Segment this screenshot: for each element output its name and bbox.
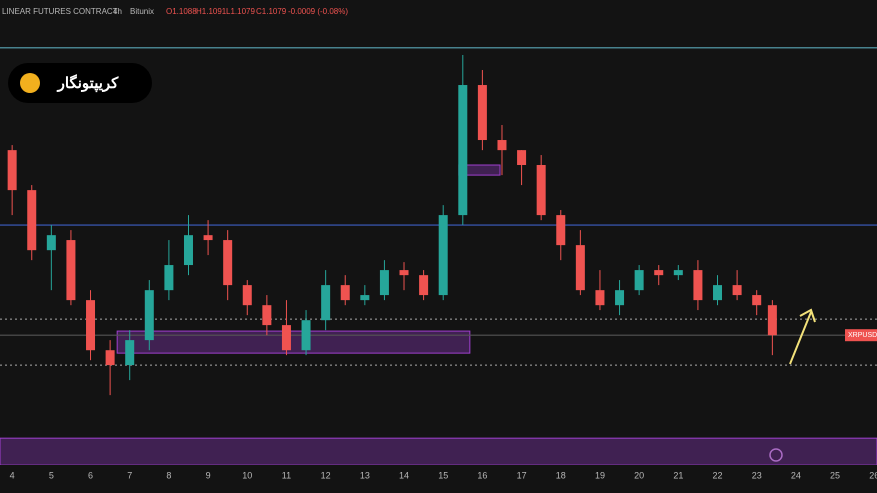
candle-body [399,270,409,276]
candle-body [752,295,762,306]
candle-body [27,190,37,251]
x-tick-label: 12 [321,470,331,480]
contract: LINEAR FUTURES CONTRACT [2,7,118,16]
candle-body [281,325,291,351]
candle-body [536,165,546,216]
candle-body [379,270,389,296]
candle-body [767,305,777,336]
change: -0.0009 (-0.08%) [288,7,348,16]
interval: 4h [113,7,122,16]
x-tick-label: 23 [752,470,762,480]
plot: XRPUSD [0,47,877,466]
candle-body [125,340,135,366]
candle-body [7,150,17,191]
logo: کریپتونگار [8,63,152,103]
candle-body [164,265,174,291]
close: C1.1079 [256,7,287,16]
price-tag [845,329,877,342]
x-tick-label: 11 [282,470,291,480]
zone [0,437,877,466]
x-tick-label: 15 [438,470,448,480]
candle-body [203,235,213,241]
header: LINEAR FUTURES CONTRACT 4h Bitunix O1.10… [2,7,348,16]
candle-body [673,270,683,276]
exchange: Bitunix [130,7,154,16]
logo-icon [20,73,40,93]
candle-body [66,240,76,301]
candle-body [223,240,233,286]
x-tick-label: 22 [713,470,723,480]
candle-body [419,275,429,296]
candle-body [262,305,272,326]
arrow-annotation [789,308,816,365]
x-tick-label: 18 [556,470,566,480]
x-tick-label: 9 [206,470,211,480]
candle-body [340,285,350,301]
candle-body [517,150,527,166]
x-tick-label: 19 [595,470,605,480]
candle-body [86,300,96,351]
candle-body [321,285,331,321]
candle-body [105,350,115,366]
candle-body [144,290,154,341]
x-tick-label: 21 [673,470,683,480]
logo-pill [8,63,152,103]
x-tick-label: 24 [791,470,801,480]
candle-body [654,270,664,276]
x-tick-label: 17 [517,470,527,480]
price-tag-symbol: XRPUSD [848,332,877,339]
logo-text: کریپتونگار [57,74,120,93]
candle-body [575,245,585,291]
x-axis-band [0,465,877,493]
x-tick-label: 14 [399,470,409,480]
candle-body [497,140,507,151]
replay-icon [769,448,783,462]
candle-body [183,235,193,266]
x-tick-label: 5 [49,470,54,480]
x-tick-label: 4 [10,470,15,480]
low: L1.1079 [226,7,255,16]
candle-body [556,215,566,246]
x-tick-label: 16 [477,470,487,480]
candle-body [732,285,742,296]
x-tick-label: 25 [830,470,840,480]
candle-body [242,285,252,306]
candle-body [713,285,723,301]
x-tick-label: 10 [242,470,252,480]
candle-body [595,290,605,306]
x-tick-label: 8 [166,470,171,480]
candle-body [458,85,468,216]
candle-body [301,320,311,351]
x-tick-label: 13 [360,470,370,480]
candle-body [46,235,56,251]
candle-body [360,295,370,301]
zone [116,330,471,354]
candle-body [438,215,448,296]
candle-body [477,85,487,141]
candle-body [634,270,644,291]
x-tick-label: 6 [88,470,93,480]
x-tick-label: 20 [634,470,644,480]
x-tick-label: 26 [869,470,877,480]
open: O1.1088 [166,7,197,16]
candle-body [615,290,625,306]
candle-body [693,270,703,301]
high: H1.1091 [196,7,227,16]
x-tick-label: 7 [127,470,132,480]
